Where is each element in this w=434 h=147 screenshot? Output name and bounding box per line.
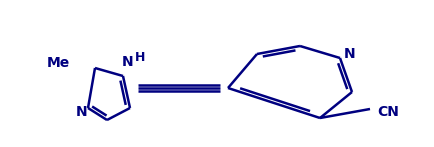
Text: N: N [343, 47, 355, 61]
Text: H: H [135, 51, 145, 64]
Text: N: N [122, 55, 134, 69]
Text: Me: Me [46, 56, 69, 70]
Text: N: N [76, 105, 88, 119]
Text: CN: CN [376, 105, 398, 119]
